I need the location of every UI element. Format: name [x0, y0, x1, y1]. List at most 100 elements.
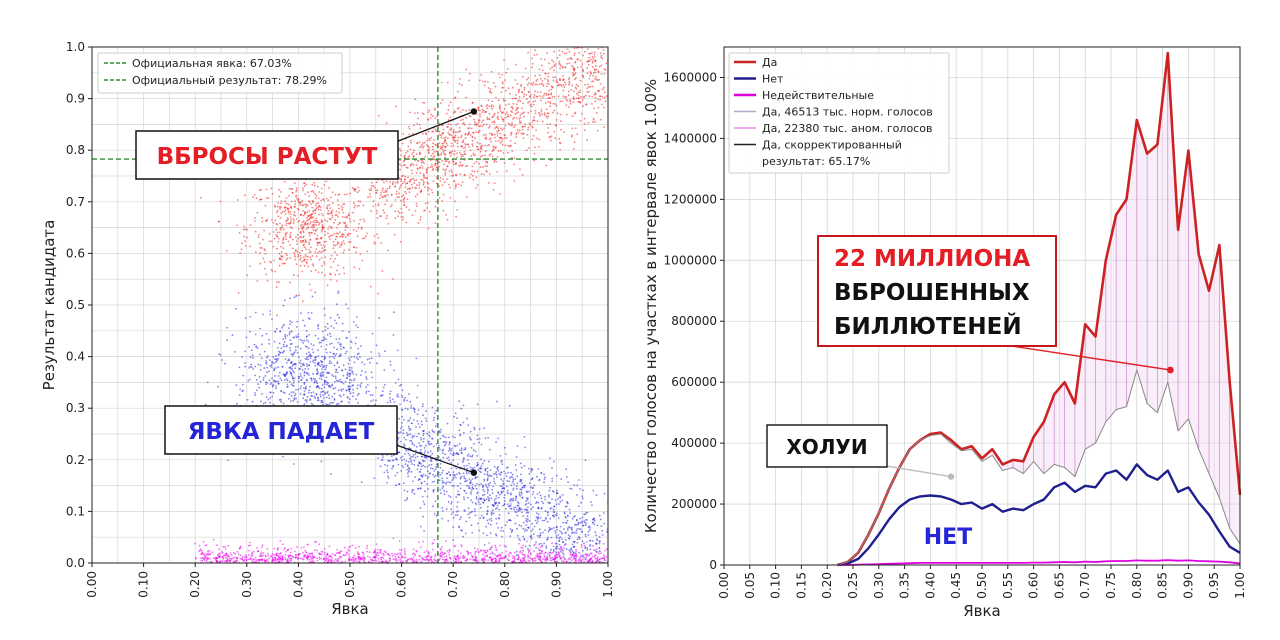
blue-point [354, 342, 357, 345]
blue-point [413, 493, 416, 495]
red-point [401, 175, 403, 178]
blue-point [324, 391, 327, 394]
blue-point [303, 403, 306, 406]
red-point [565, 104, 568, 107]
blue-point [486, 492, 489, 494]
blue-point [491, 488, 494, 491]
magenta-point [591, 555, 594, 558]
red-point [561, 100, 564, 102]
blue-point [521, 486, 524, 489]
red-point [281, 262, 284, 265]
red-point [481, 154, 484, 157]
red-point [465, 116, 467, 119]
red-point [440, 152, 443, 155]
blue-point [463, 498, 466, 501]
magenta-point [443, 556, 446, 558]
magenta-point [294, 550, 296, 553]
blue-point [373, 477, 376, 480]
blue-point [472, 449, 475, 452]
blue-point [340, 400, 343, 403]
red-point [435, 200, 438, 203]
blue-point [571, 531, 574, 533]
red-point [547, 100, 550, 103]
red-point [486, 118, 489, 121]
red-point [594, 60, 596, 63]
magenta-point [252, 555, 254, 557]
red-point [509, 140, 512, 142]
red-point [373, 242, 376, 245]
blue-point [512, 499, 515, 502]
red-point [293, 206, 296, 209]
blue-point [411, 463, 413, 465]
red-point [471, 145, 474, 147]
blue-point [588, 529, 591, 531]
blue-point [428, 443, 431, 446]
blue-point [299, 393, 302, 395]
red-point [513, 163, 516, 166]
red-point [461, 181, 464, 184]
blue-point [322, 401, 324, 404]
blue-point [370, 351, 373, 353]
magenta-point [279, 540, 282, 542]
red-point [546, 82, 549, 85]
blue-point [587, 530, 590, 533]
red-point [301, 249, 304, 252]
red-point [452, 130, 455, 133]
blue-point [540, 542, 542, 545]
magenta-point [289, 551, 292, 554]
red-point [444, 156, 446, 159]
magenta-point [587, 554, 590, 557]
red-point [304, 193, 307, 196]
red-point [405, 221, 408, 224]
red-point [281, 255, 284, 258]
blue-point [472, 487, 475, 490]
blue-point [289, 343, 292, 346]
red-point [577, 97, 580, 100]
blue-point [350, 379, 353, 382]
red-point [442, 150, 445, 153]
red-point [516, 83, 519, 85]
red-point [383, 195, 386, 197]
blue-point [460, 529, 462, 531]
red-point [455, 123, 457, 126]
blue-point [258, 386, 260, 389]
blue-point [411, 489, 414, 492]
blue-point [485, 485, 488, 488]
red-point [600, 64, 603, 67]
blue-point [570, 548, 572, 551]
magenta-point [267, 552, 269, 555]
blue-point [408, 469, 410, 472]
blue-point [457, 490, 460, 493]
blue-point [317, 396, 319, 399]
blue-point [452, 459, 454, 461]
blue-point [441, 482, 444, 484]
red-point [391, 204, 393, 206]
blue-point [322, 336, 325, 339]
red-point [504, 99, 507, 102]
red-point [421, 167, 424, 169]
magenta-point [347, 548, 350, 551]
red-point [434, 205, 437, 208]
blue-point [469, 466, 472, 469]
blue-point [293, 379, 295, 382]
blue-point [450, 502, 452, 505]
blue-point [497, 469, 500, 472]
red-point [446, 218, 449, 221]
blue-point [244, 350, 247, 353]
red-point [487, 81, 489, 83]
blue-point [483, 490, 486, 493]
blue-point [405, 432, 408, 434]
blue-point [448, 441, 451, 444]
red-point [316, 242, 319, 244]
red-point [539, 114, 542, 117]
red-point [497, 99, 500, 102]
red-point [386, 193, 389, 196]
red-point [330, 254, 333, 257]
red-point [603, 73, 606, 75]
blue-point [305, 371, 308, 374]
magenta-point [562, 549, 565, 552]
red-point [571, 127, 574, 130]
blue-point [437, 475, 440, 478]
red-point [429, 159, 432, 162]
red-point [464, 123, 466, 126]
